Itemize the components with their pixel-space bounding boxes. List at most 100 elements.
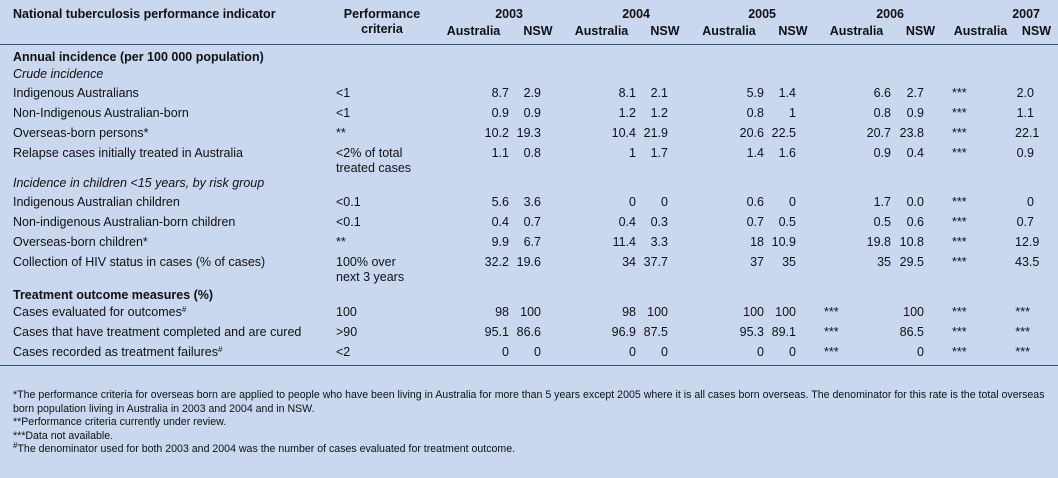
table-cell: 34 <box>622 255 636 269</box>
table-row: Overseas-born children* ** 9.9 6.7 11.4 3.3 18… <box>0 235 1058 255</box>
table-cell: 22.5 <box>771 126 796 140</box>
table-cell: *** <box>952 126 967 140</box>
table-cell: 0 <box>534 345 541 359</box>
table-cell: 0 <box>1027 195 1034 209</box>
sub-nsw: NSW <box>523 24 553 38</box>
footnote-overseas: *The performance criteria for overseas b… <box>13 389 1045 415</box>
table-cell: *** <box>952 195 967 209</box>
table-cell: 1 <box>789 106 796 120</box>
table-cell: 20.6 <box>739 126 764 140</box>
sub-nsw: NSW <box>1021 24 1052 38</box>
table-cell: *** <box>1015 305 1030 319</box>
sub-nsw: NSW <box>778 24 808 38</box>
row-label: Indigenous Australians <box>13 86 139 100</box>
table-cell: 86.6 <box>516 325 541 339</box>
table-cell: 0.8 <box>746 106 764 120</box>
table-cell: 21.9 <box>643 126 668 140</box>
year-2005: 2005 <box>748 7 776 21</box>
row-criteria: <1 <box>336 106 351 120</box>
table-cell: 0.9 <box>873 146 891 160</box>
table-cell: *** <box>952 86 967 100</box>
row-label: Overseas-born children* <box>13 235 148 249</box>
table-row: Collection of HIV status in cases (% of … <box>0 255 1058 285</box>
table-row: Indigenous Australians <1 8.7 2.9 8.1 2.1 5.9 1… <box>0 86 1058 106</box>
year-2007: 2007 <box>1012 7 1040 21</box>
row-label: Cases evaluated for outcomes# <box>13 305 187 319</box>
table-cell: 1.4 <box>778 86 796 100</box>
tb-performance-table: National tuberculosis performance indica… <box>0 7 1058 366</box>
table-cell: 10.8 <box>899 235 924 249</box>
table-row: Cases that have treatment completed and … <box>0 325 1058 345</box>
table-cell: 37 <box>750 255 764 269</box>
sub-nsw: NSW <box>905 24 936 38</box>
table-cell: 3.6 <box>523 195 541 209</box>
row-criteria: <0.1 <box>336 215 361 229</box>
table-cell: 0.3 <box>650 215 668 229</box>
table-row: Cases recorded as treatment failures# <2 0… <box>0 345 1058 366</box>
table-cell: 100 <box>647 305 668 319</box>
table-cell: 22.1 <box>1015 126 1040 140</box>
table-cell: 1.2 <box>618 106 636 120</box>
row-criteria: <2 <box>336 345 351 359</box>
table-cell: 0.4 <box>491 215 509 229</box>
table-cell: 35 <box>782 255 796 269</box>
table-row: Indigenous Australian children <0.1 5.6 3.6… <box>0 195 1058 215</box>
table-cell: 2.7 <box>906 86 924 100</box>
table-cell: 0 <box>917 345 924 359</box>
table-cell: 0 <box>629 345 636 359</box>
table-cell: 10.9 <box>771 235 796 249</box>
table-cell: 0.7 <box>523 215 541 229</box>
table-cell: 8.7 <box>491 86 509 100</box>
table-cell: 98 <box>622 305 636 319</box>
table-cell: 8.1 <box>618 86 636 100</box>
table-cell: 0 <box>789 345 796 359</box>
table-cell: 0.9 <box>906 106 924 120</box>
table-cell: 0.5 <box>873 215 891 229</box>
table-cell: 23.8 <box>899 126 924 140</box>
table-cell: 96.9 <box>611 325 636 339</box>
footnotes: *The performance criteria for overseas b… <box>13 389 1048 457</box>
row-label: Cases recorded as treatment failures# <box>13 345 223 359</box>
table-cell: 10.2 <box>484 126 509 140</box>
table-cell: 100 <box>775 305 796 319</box>
table-cell: 1.7 <box>873 195 891 209</box>
table-cell: 5.9 <box>746 86 764 100</box>
table-cell: 10.4 <box>611 126 636 140</box>
table-cell: *** <box>952 255 967 269</box>
table-cell: 0.5 <box>778 215 796 229</box>
sub-australia: Australia <box>953 24 1008 38</box>
table-cell: 2.0 <box>1016 86 1034 100</box>
table-cell: 43.5 <box>1015 255 1040 269</box>
table-cell: 89.1 <box>771 325 796 339</box>
table-cell: 0.9 <box>491 106 509 120</box>
table-row: Relapse cases initially treated in Austr… <box>0 146 1058 176</box>
table-cell: 12.9 <box>1015 235 1040 249</box>
footnote-criteria-review: **Performance criteria currently under r… <box>13 416 227 428</box>
table-cell: *** <box>952 106 967 120</box>
year-2003: 2003 <box>495 7 523 21</box>
row-criteria: <1 <box>336 86 351 100</box>
row-label: Non-Indigenous Australian-born <box>13 106 189 120</box>
section-annual-incidence: Annual incidence (per 100 000 population… <box>13 50 264 64</box>
section-children-incidence: Incidence in children <15 years, by risk… <box>13 176 265 190</box>
row-criteria: <2% of total treated cases <box>336 146 412 175</box>
table-cell: 100 <box>743 305 764 319</box>
table-cell: 0 <box>661 345 668 359</box>
table-cell: 0.8 <box>873 106 891 120</box>
table-cell: *** <box>952 345 967 359</box>
table-cell: 1 <box>629 146 636 160</box>
row-criteria: ** <box>336 126 346 140</box>
row-label: Relapse cases initially treated in Austr… <box>13 146 243 160</box>
section-treatment-outcomes: Treatment outcome measures (%) <box>13 288 214 302</box>
row-label: Overseas-born persons* <box>13 126 149 140</box>
table-row: Overseas-born persons* ** 10.2 19.3 10.4 21.9… <box>0 126 1058 146</box>
sub-australia: Australia <box>829 24 884 38</box>
table-cell: 37.7 <box>643 255 668 269</box>
year-2004: 2004 <box>622 7 650 21</box>
table-cell: 1.6 <box>778 146 796 160</box>
table-cell: 2.9 <box>523 86 541 100</box>
table-cell: 20.7 <box>866 126 891 140</box>
table-cell: 0.0 <box>906 195 924 209</box>
table-cell: *** <box>952 215 967 229</box>
